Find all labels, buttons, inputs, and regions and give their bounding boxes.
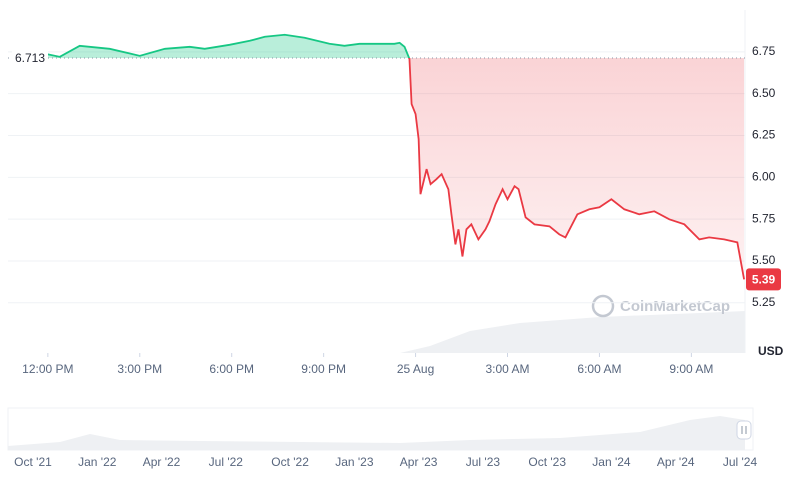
y-tick-label: 6.75 bbox=[752, 44, 776, 58]
navigator-label: Apr '24 bbox=[657, 455, 695, 469]
navigator-label: Jul '22 bbox=[209, 455, 244, 469]
x-tick-label: 9:00 PM bbox=[301, 362, 346, 376]
x-tick-label: 9:00 AM bbox=[669, 362, 713, 376]
baseline-label-bg bbox=[12, 50, 48, 67]
navigator-label: Apr '23 bbox=[400, 455, 438, 469]
watermark-logo bbox=[591, 294, 615, 318]
y-tick-label: 5.75 bbox=[752, 211, 776, 225]
navigator-label: Oct '21 bbox=[14, 455, 52, 469]
volume-area bbox=[400, 311, 745, 353]
x-tick-label: 12:00 PM bbox=[22, 362, 73, 376]
navigator-label: Jan '22 bbox=[78, 455, 117, 469]
y-tick-label: 5.50 bbox=[752, 253, 776, 267]
navigator-label: Jul '24 bbox=[723, 455, 758, 469]
navigator-label: Jan '24 bbox=[592, 455, 631, 469]
baseline-label: 6.713 bbox=[15, 51, 45, 65]
y-tick-label: 5.25 bbox=[752, 295, 776, 309]
y-tick-label: 6.00 bbox=[752, 169, 776, 183]
navigator-label: Oct '23 bbox=[528, 455, 566, 469]
x-tick-label: 6:00 PM bbox=[209, 362, 254, 376]
area-up bbox=[45, 34, 745, 59]
x-tick-label: 25 Aug bbox=[397, 362, 434, 376]
price-line bbox=[45, 33, 745, 280]
y-tick-label: 6.50 bbox=[752, 86, 776, 100]
x-tick-label: 6:00 AM bbox=[577, 362, 621, 376]
current-price-label: 5.39 bbox=[752, 273, 776, 287]
y-tick-label: 6.25 bbox=[752, 128, 776, 142]
navigator-label: Apr '22 bbox=[143, 455, 181, 469]
watermark-text: CoinMarketCap bbox=[620, 298, 730, 315]
x-tick-label: 3:00 PM bbox=[117, 362, 162, 376]
x-tick-label: 3:00 AM bbox=[485, 362, 529, 376]
watermark: CoinMarketCap bbox=[591, 294, 730, 318]
navigator-area bbox=[8, 416, 745, 450]
navigator-label: Jan '23 bbox=[335, 455, 374, 469]
navigator-label: Oct '22 bbox=[271, 455, 309, 469]
y-unit: USD bbox=[758, 344, 784, 358]
current-price-badge bbox=[746, 268, 781, 291]
area-down bbox=[409, 58, 745, 280]
navigator-handle[interactable] bbox=[736, 420, 752, 440]
navigator-label: Jul '23 bbox=[466, 455, 501, 469]
